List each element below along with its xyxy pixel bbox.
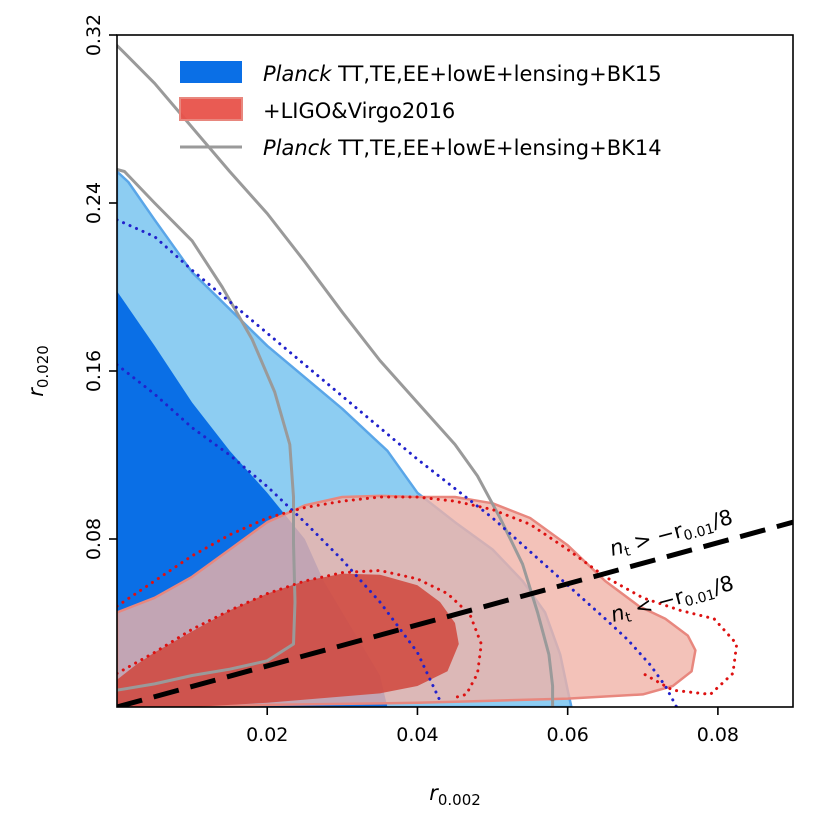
series-planck-tt-te-ee-lowe-lensing-bk14-95 [117, 44, 555, 707]
x-tick-label: 0.08 [697, 724, 739, 746]
series-ligo-virgo-dotted-95 [117, 495, 739, 696]
legend-swatch [180, 61, 242, 83]
y-tick-label: 0.16 [83, 350, 105, 392]
x-axis-ticks: 0.02 0.04 0.06 0.08 [246, 707, 739, 746]
x-tick-label: 0.04 [396, 724, 438, 746]
series-n-t-r-0-01-8-boundary [117, 519, 793, 707]
x-tick-label: 0.02 [246, 724, 288, 746]
annotation-nt-greater: nt>−r0.01/8 [607, 505, 736, 564]
plot-area [117, 44, 793, 707]
series-planck-bk15-dotted-68 [117, 363, 442, 703]
series-planck-tt-te-ee-lowe-lensing-bk14-68 [117, 167, 297, 692]
y-tick-label: 0.32 [83, 14, 105, 56]
legend-label: +LIGO&Virgo2016 [263, 99, 455, 123]
series-ligo-virgo-dotted-68 [117, 569, 483, 701]
x-axis-label: r0.002 [429, 781, 481, 809]
legend: Planck TT,TE,EE+lowE+lensing+BK15 +LIGO&V… [179, 61, 662, 160]
y-axis-ticks: 0.08 0.16 0.24 0.32 [83, 14, 117, 560]
legend-label: Planck TT,TE,EE+lowE+lensing+BK15 [263, 62, 662, 86]
y-axis-label: r0.020 [24, 345, 52, 397]
y-tick-label: 0.24 [83, 182, 105, 224]
annotations: nt>−r0.01/8 nt<−r0.01/8 [607, 505, 737, 630]
legend-label: Planck TT,TE,EE+lowE+lensing+BK14 [263, 136, 662, 160]
x-tick-label: 0.06 [547, 724, 589, 746]
annotation-nt-less: nt<−r0.01/8 [608, 571, 737, 630]
y-tick-label: 0.08 [83, 518, 105, 560]
legend-swatch [179, 97, 243, 121]
